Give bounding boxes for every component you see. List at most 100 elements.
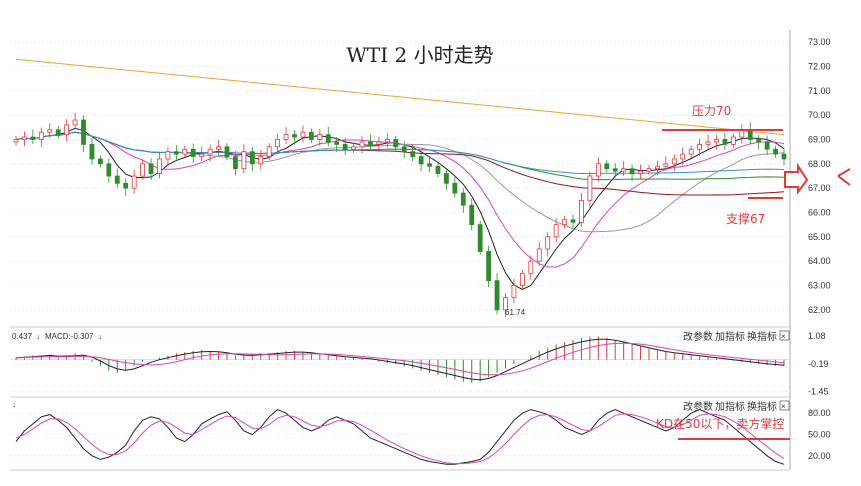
candle-body: [427, 163, 432, 167]
candle-body: [148, 163, 154, 174]
price-tick-label: 69.00: [808, 135, 831, 145]
kd-add-indicator-button[interactable]: 加指标: [715, 400, 745, 413]
kd-tick-label: 80.00: [808, 408, 831, 418]
candle-body: [714, 139, 719, 143]
candle-body: [638, 170, 643, 174]
kd-k-line: [15, 409, 785, 465]
kd-down-icon: ↓: [12, 400, 16, 409]
candle-body: [157, 158, 162, 174]
candle-body: [587, 175, 593, 201]
price-tick-label: 65.00: [808, 232, 831, 242]
candle-body: [140, 163, 145, 177]
candle-body: [275, 139, 281, 148]
macd-dea-line: [15, 342, 785, 376]
candle-body: [30, 136, 36, 140]
candle-body: [233, 156, 238, 170]
candle-body: [452, 182, 458, 194]
candle-body: [300, 131, 306, 138]
candle-body: [342, 143, 348, 150]
candle-body: [680, 153, 686, 160]
grid-lines: [10, 41, 790, 457]
candle-body: [469, 204, 475, 226]
kd-note: KD在50以下，卖方掌控: [656, 416, 784, 431]
candle-body: [511, 285, 517, 299]
candle-body: [621, 168, 627, 172]
candle-body: [199, 153, 205, 157]
candle-body: [81, 119, 86, 145]
candle-body: [486, 251, 492, 282]
candle-body: [756, 139, 762, 143]
candle-body: [764, 141, 770, 150]
candle-body: [671, 158, 677, 165]
candle-body: [545, 236, 551, 250]
macd-down-icon-2: ↓: [98, 332, 102, 341]
macd-edit-params-button[interactable]: 改参数: [683, 330, 713, 343]
kd-d-line: [15, 413, 785, 465]
candle-body: [477, 224, 483, 252]
candle-body: [604, 163, 610, 170]
candle-body: [697, 143, 703, 150]
candle-body: [106, 163, 112, 177]
candle-body: [722, 139, 728, 145]
macd-close-icon: ×: [781, 332, 786, 341]
candle-body: [13, 139, 19, 143]
ma-line: [15, 58, 785, 136]
macd-close-button[interactable]: [779, 330, 790, 341]
candle-body: [72, 119, 78, 126]
macd-tick-label: 1.08: [808, 331, 826, 341]
candle-body: [89, 143, 95, 160]
candle-body: [595, 163, 601, 177]
candle-body: [418, 156, 424, 165]
candle-body: [612, 168, 618, 172]
macd-dif-value: 0.437: [12, 332, 33, 341]
candle-body: [249, 151, 255, 165]
candle-body: [131, 175, 137, 189]
candle-body: [393, 139, 399, 148]
candle-body: [55, 129, 61, 136]
kd-switch-indicator-button[interactable]: 换指标: [747, 400, 777, 413]
moving-averages: [15, 58, 785, 290]
candle-body: [283, 134, 289, 140]
candle-body: [579, 199, 584, 223]
kd-pane: [15, 409, 785, 465]
candle-body: [663, 163, 669, 167]
macd-tick-label: -0.19: [808, 359, 829, 369]
low-label: 61.74: [505, 308, 526, 317]
kd-close-button[interactable]: [779, 400, 790, 411]
ma-line: [15, 127, 785, 290]
macd-add-indicator-button[interactable]: 加指标: [715, 330, 745, 343]
price-tick-label: 71.00: [808, 86, 831, 96]
candle-body: [460, 192, 466, 206]
chart-title: WTI 2 小时走势: [346, 43, 493, 67]
price-tick-label: 66.00: [808, 208, 831, 218]
candle-body: [216, 146, 221, 150]
candle-body: [705, 141, 711, 145]
kd-close-icon: ×: [781, 402, 786, 411]
candle-body: [553, 224, 559, 238]
price-tick-label: 62.00: [808, 305, 831, 315]
price-tick-label: 70.00: [808, 110, 831, 120]
candle-body: [173, 151, 179, 155]
price-tick-label: 68.00: [808, 159, 831, 169]
candle-body: [308, 131, 314, 140]
kd-edit-params-button[interactable]: 改参数: [683, 400, 713, 413]
resistance-label: 压力70: [692, 104, 731, 118]
candle-body: [22, 136, 27, 140]
candle-body: [38, 131, 44, 140]
chevron-right-icon: [837, 168, 851, 186]
macd-pane: [10, 336, 790, 383]
kd-tick-label: 20.00: [808, 451, 831, 461]
candle-body: [536, 248, 542, 262]
candle-body: [266, 146, 272, 157]
candle-body: [317, 134, 323, 140]
candle-body: [503, 297, 508, 311]
macd-tick-label: -1.45: [808, 387, 829, 397]
candle-body: [444, 173, 449, 184]
macd-label: MACD:-0.307: [45, 332, 94, 341]
candle-body: [384, 139, 390, 143]
price-tick-label: 64.00: [808, 256, 831, 266]
red-arrow-icon: [784, 162, 809, 195]
macd-switch-indicator-button[interactable]: 换指标: [747, 330, 777, 343]
candle-body: [351, 146, 356, 150]
candle-body: [646, 168, 652, 172]
